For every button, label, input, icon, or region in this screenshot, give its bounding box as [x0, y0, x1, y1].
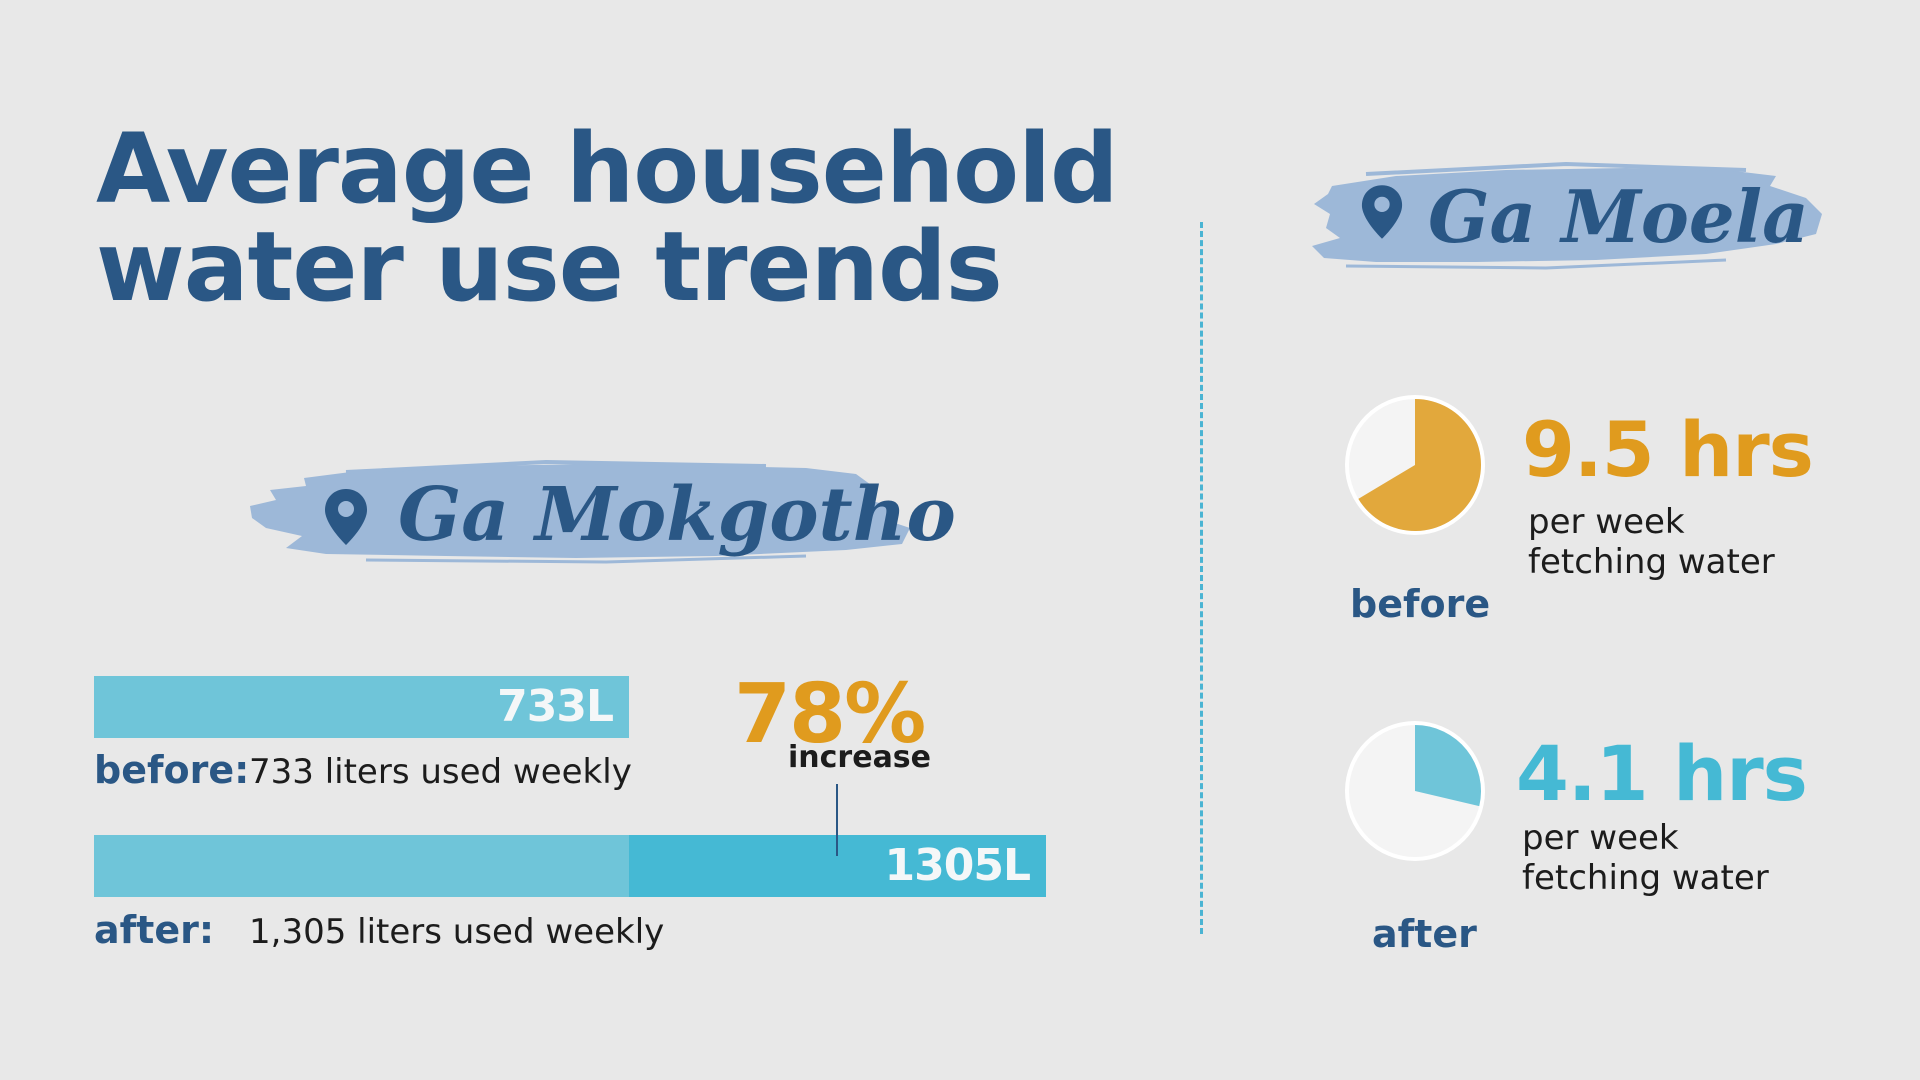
- increase-pointer-line: [836, 784, 838, 856]
- bar-before: [94, 676, 629, 738]
- title-line-1: Average household: [96, 113, 1119, 225]
- after-desc: 1,305 liters used weekly: [249, 912, 665, 952]
- pie-before: [1345, 395, 1485, 535]
- percent-change: 78%: [734, 667, 926, 762]
- hours-after: 4.1 hrs: [1516, 729, 1808, 818]
- pie-after-key: after: [1372, 912, 1477, 956]
- hours-after-desc-line2: fetching water: [1522, 858, 1769, 898]
- bar-after-base: [94, 835, 629, 897]
- page-title: Average household water use trends: [96, 113, 1119, 323]
- before-desc: 733 liters used weekly: [249, 752, 632, 792]
- section-divider: [1200, 222, 1203, 934]
- bar-after-label: 1305L: [884, 840, 1032, 891]
- before-key: before:: [94, 748, 250, 792]
- pie-after-slice: [1415, 725, 1481, 807]
- location-name-mokgotho: Ga Mokgotho: [398, 472, 956, 558]
- map-pin-icon: [1361, 185, 1403, 239]
- pie-before-slice: [1358, 399, 1482, 531]
- hours-before: 9.5 hrs: [1522, 405, 1814, 494]
- hours-after-desc: per week fetching water: [1522, 818, 1769, 898]
- pie-after: [1345, 721, 1485, 861]
- percent-change-label: increase: [788, 740, 932, 775]
- map-pin-icon: [325, 489, 367, 545]
- title-line-2: water use trends: [96, 211, 1003, 323]
- location-name-moela: Ga Moela: [1428, 174, 1809, 259]
- brush-stroke-moela: [1312, 161, 1822, 270]
- bar-before-label: 733L: [497, 681, 614, 732]
- hours-after-desc-line1: per week: [1522, 818, 1679, 858]
- after-key: after:: [94, 908, 215, 952]
- hours-before-desc-line1: per week: [1528, 502, 1685, 542]
- brush-stroke-mokgotho: [250, 459, 910, 564]
- pie-before-key: before: [1350, 582, 1491, 626]
- hours-before-desc-line2: fetching water: [1528, 542, 1775, 582]
- hours-before-desc: per week fetching water: [1528, 502, 1775, 582]
